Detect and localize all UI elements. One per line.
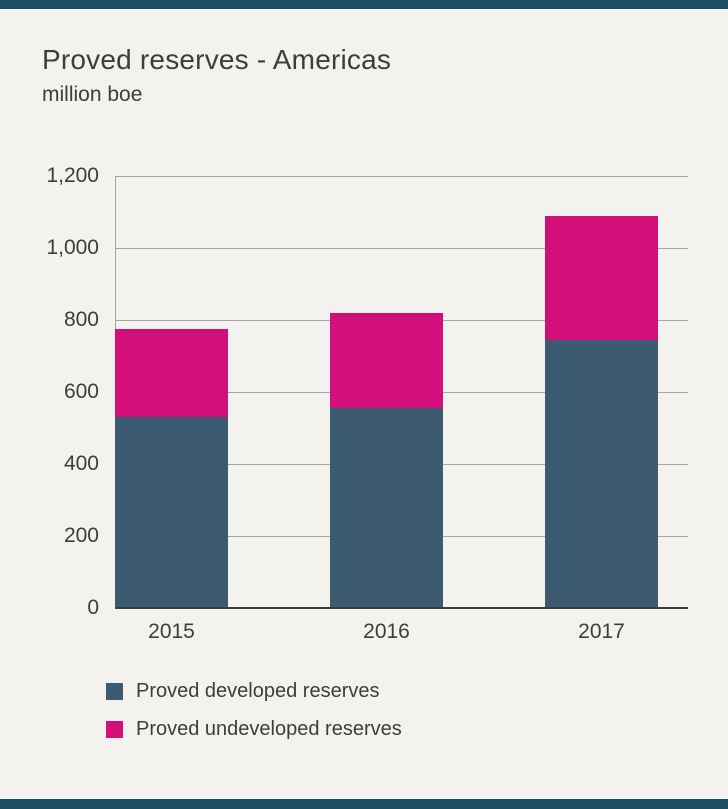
legend-item-developed: Proved developed reserves (106, 680, 402, 703)
y-tick-label-1000: 1,000 (46, 236, 99, 259)
legend: Proved developed reserves Proved undevelo… (106, 680, 402, 741)
y-tick-label-0: 0 (87, 596, 99, 619)
y-tick-label-1200: 1,200 (46, 164, 99, 187)
legend-label-undeveloped: Proved undeveloped reserves (136, 718, 402, 740)
plot-area: 0 200 400 600 800 1,000 1,200 2015 2016 2017 (46, 164, 688, 643)
bar-segment-2016-developed (330, 408, 443, 608)
legend-swatch-undeveloped (106, 721, 123, 738)
chart-subtitle: million boe (42, 83, 143, 106)
chart-title: Proved reserves - Americas (42, 44, 392, 75)
legend-swatch-developed (106, 683, 123, 700)
gridline-1200 (115, 175, 688, 177)
y-tick-label-400: 400 (63, 452, 99, 476)
legend-item-undeveloped: Proved undeveloped reserves (106, 718, 402, 741)
x-tick-label-2017: 2017 (578, 620, 625, 643)
bar-segment-2015-developed (115, 417, 228, 608)
x-axis-line (115, 607, 688, 609)
y-tick-label-200: 200 (63, 524, 99, 548)
top-border-strip (0, 0, 728, 9)
bar-segment-2016-undeveloped (330, 312, 443, 409)
bottom-border-strip (0, 799, 728, 809)
bar-segment-2015-undeveloped (115, 329, 228, 418)
y-tick-label-800: 800 (63, 308, 99, 332)
bar-segment-2017-undeveloped (545, 215, 658, 340)
chart-header: Proved reserves - Americas million boe (42, 44, 391, 107)
gridline-1000 (115, 247, 688, 249)
legend-label-developed: Proved developed reserves (136, 680, 380, 702)
bar-2016 (330, 176, 443, 608)
x-tick-label-2016: 2016 (363, 620, 410, 643)
bar-segment-2017-developed (545, 339, 658, 608)
bar-2017 (545, 176, 658, 608)
y-tick-label-600: 600 (63, 380, 99, 403)
bar-2015 (115, 176, 228, 608)
x-tick-label-2015: 2015 (148, 620, 195, 643)
